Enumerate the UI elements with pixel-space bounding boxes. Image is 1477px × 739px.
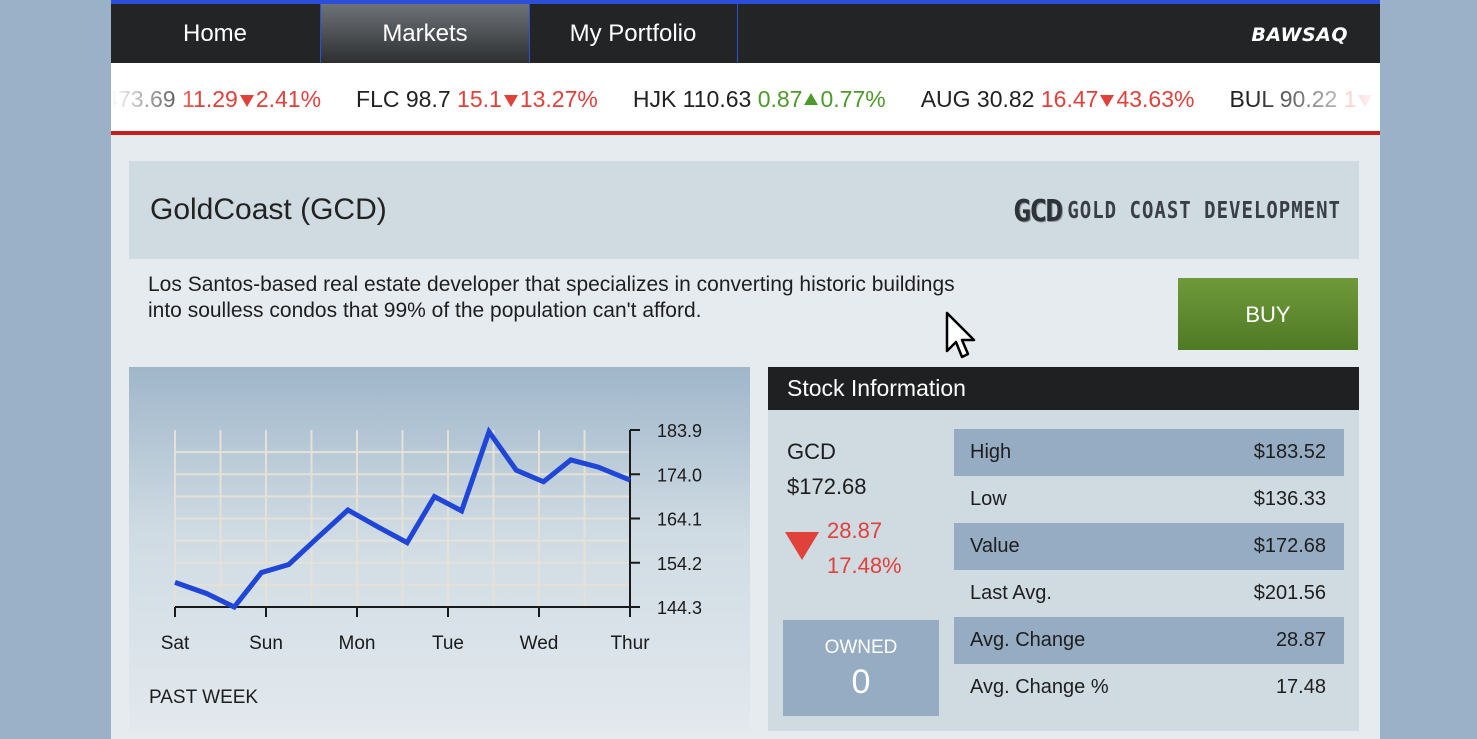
stat-value: $201.56 (1253, 582, 1326, 604)
y-tick-label: 164.1 (657, 510, 702, 530)
chart-period-label: PAST WEEK (149, 687, 259, 708)
stat-value: $172.68 (1253, 535, 1326, 557)
stat-row-low: Low $136.33 (954, 476, 1344, 523)
x-tick-label: Wed (520, 633, 559, 654)
stat-label: Last Avg. (970, 582, 1052, 604)
ticker-change: 0.87 (757, 86, 803, 112)
up-arrow-icon (804, 92, 819, 105)
stat-label: Avg. Change (970, 629, 1086, 651)
ticker-fade-right (1250, 63, 1380, 131)
y-tick-label: 144.3 (657, 598, 702, 618)
ticker-price: 110.63 (682, 86, 758, 112)
stock-ticker: OL 473.69 11.292.41%FLC 98.7 15.113.27%H… (111, 63, 1380, 135)
stock-change: 28.87 (827, 518, 883, 543)
owned-box: OWNED 0 (783, 620, 939, 716)
ticker-symbol: HJK (632, 86, 683, 112)
x-tick-label: Sat (161, 633, 190, 654)
ticker-change: 15.1 (457, 86, 502, 112)
stock-symbol: GCD (787, 439, 836, 464)
down-arrow-icon (503, 94, 518, 107)
ticker-item: AUG 30.82 16.47 43.63% (920, 63, 1195, 131)
stock-change-percent: 17.48% (827, 553, 902, 578)
logo-text: GOLD COAST DEVELOPMENT (1067, 197, 1341, 225)
brand-logo: BAWSAQ (1251, 24, 1348, 46)
stat-row-value: Value $172.68 (954, 523, 1344, 570)
ticker-fade-left (111, 63, 201, 131)
down-arrow-icon (1100, 94, 1115, 107)
stat-label: Avg. Change % (970, 676, 1109, 698)
ticker-item: FLC 98.7 15.1 13.27% (356, 63, 598, 131)
ticker-symbol: FLC (356, 86, 406, 112)
stock-stats-table: High $183.52 Low $136.33 Value $172.68 L… (954, 429, 1344, 711)
ticker-percent: 43.63% (1116, 86, 1195, 112)
x-tick-label: Thur (610, 633, 650, 654)
ticker-symbol: AUG (920, 86, 977, 112)
tab-markets[interactable]: Markets (320, 4, 530, 63)
stat-label: Low (970, 488, 1007, 510)
y-tick-label: 174.0 (657, 465, 702, 485)
top-nav: Home Markets My Portfolio BAWSAQ (111, 0, 1380, 63)
down-arrow-icon (239, 94, 254, 107)
down-arrow-icon (785, 532, 819, 560)
y-tick-label: 183.9 (657, 421, 702, 441)
ticker-percent: 2.41% (255, 86, 322, 112)
mouse-cursor-icon (945, 311, 976, 359)
ticker-track: OL 473.69 11.292.41%FLC 98.7 15.113.27%H… (111, 63, 1380, 131)
stat-value: 28.87 (1275, 629, 1326, 651)
company-logo: GCD GOLD COAST DEVELOPMENT (1013, 193, 1341, 229)
x-tick-label: Mon (339, 633, 376, 654)
price-chart-svg: Sat Sun Mon Tue Wed Thur 183.9 174.0 164.1 154.2 1… (161, 421, 702, 654)
ticker-change: 16.47 (1040, 86, 1099, 112)
y-tick-label: 154.2 (657, 554, 702, 574)
price-chart: Sat Sun Mon Tue Wed Thur 183.9 174.0 164.1 154.2 1… (129, 367, 750, 731)
x-tick-label: Tue (432, 633, 464, 654)
stock-price: $172.68 (787, 474, 867, 499)
company-title: GoldCoast (GCD) (150, 193, 387, 226)
ticker-item: HJK 110.63 0.87 0.77% (632, 63, 886, 131)
company-header: GoldCoast (GCD) GCD GOLD COAST DEVELOPME… (129, 161, 1359, 259)
stat-value: 17.48 (1275, 676, 1326, 698)
stat-row-high: High $183.52 (954, 429, 1344, 476)
stat-row-avg-change: Avg. Change 28.87 (954, 617, 1344, 664)
stock-info-panel: Stock Information GCD $172.68 28.87 17.4… (768, 367, 1359, 731)
stock-info-title: Stock Information (768, 367, 1359, 410)
stat-value: $136.33 (1253, 488, 1326, 510)
ticker-price: 30.82 (976, 86, 1041, 112)
company-description: Los Santos-based real estate developer t… (148, 273, 955, 322)
price-series-line (174, 426, 631, 611)
stat-row-avg-change-pct: Avg. Change % 17.48 (954, 664, 1344, 711)
ticker-price: 98.7 (405, 86, 458, 112)
tab-my-portfolio[interactable]: My Portfolio (529, 4, 738, 63)
logo-mark: GCD (1013, 193, 1063, 229)
owned-value: 0 (851, 663, 871, 701)
stat-value: $183.52 (1253, 441, 1326, 463)
stat-row-last-avg: Last Avg. $201.56 (954, 570, 1344, 617)
ticker-percent: 13.27% (519, 86, 598, 112)
stat-label: High (970, 441, 1012, 463)
buy-button[interactable]: BUY (1178, 278, 1358, 350)
x-tick-label: Sun (249, 633, 283, 654)
owned-label: OWNED (824, 637, 898, 658)
stat-label: Value (970, 535, 1020, 557)
tab-home[interactable]: Home (182, 20, 248, 47)
ticker-percent: 0.77% (820, 86, 886, 112)
app-window: Home Markets My Portfolio BAWSAQ OL 473.… (111, 0, 1380, 739)
